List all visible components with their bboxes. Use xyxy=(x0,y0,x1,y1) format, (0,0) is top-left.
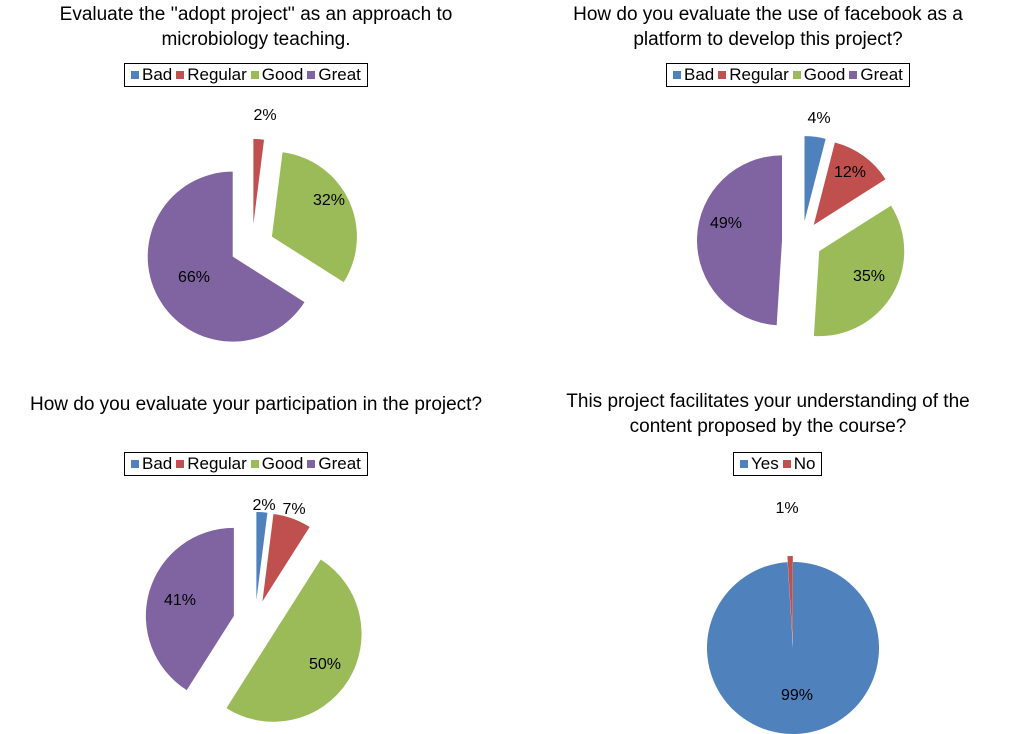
data-label-no: 1% xyxy=(775,500,798,517)
data-label-regular: 7% xyxy=(282,501,305,518)
pie-slice-good xyxy=(813,205,905,337)
chart-panel-adopt-project: Evaluate the ''adopt project'' as an app… xyxy=(0,0,512,367)
legend-label: Bad xyxy=(142,65,173,84)
legend-swatch xyxy=(740,460,748,468)
data-label-bad: 2% xyxy=(252,497,275,514)
legend-item-great: Great xyxy=(307,65,361,85)
legend-swatch xyxy=(792,71,801,79)
legend-swatch xyxy=(250,71,259,79)
data-label-great: 66% xyxy=(178,269,210,286)
legend-label: Good xyxy=(261,65,304,84)
chart-title: How do you evaluate your participation i… xyxy=(29,394,483,415)
legend-label: Great xyxy=(860,65,903,84)
data-label-great: 41% xyxy=(164,592,196,609)
chart-title: How do you evaluate the use of facebook … xyxy=(573,4,963,50)
legend-item-regular: Regular xyxy=(176,454,247,474)
legend-swatch xyxy=(250,460,259,468)
data-label-bad: 4% xyxy=(807,110,830,127)
pie-slice-regular xyxy=(253,139,265,225)
legend-item-regular: Regular xyxy=(718,65,789,85)
legend-label: Yes xyxy=(751,454,779,473)
legend-label: Regular xyxy=(187,65,247,84)
chart-legend: Bad Regular Good Great xyxy=(666,63,910,87)
data-label-great: 49% xyxy=(710,215,742,232)
data-label-regular: 2% xyxy=(253,107,276,124)
chart-title: Evaluate the ''adopt project'' as an app… xyxy=(59,4,453,50)
pie-slice-great xyxy=(697,155,783,326)
legend-label: Good xyxy=(803,65,846,84)
chart-title: This project facilitates your understand… xyxy=(566,391,970,437)
legend-swatch xyxy=(673,71,681,79)
legend-item-no: No xyxy=(782,454,816,474)
legend-item-bad: Bad xyxy=(131,65,172,85)
legend-item-bad: Bad xyxy=(673,65,714,85)
legend-item-great: Great xyxy=(849,65,903,85)
pie-slice-good xyxy=(271,152,357,283)
chart-panel-facebook-platform: How do you evaluate the use of facebook … xyxy=(512,0,1024,367)
pie-slice-bad xyxy=(804,136,826,222)
legend-item-good: Good xyxy=(250,454,304,474)
pie-slice-regular xyxy=(262,513,310,602)
pie-slice-no xyxy=(787,556,793,643)
pie-chart: 2% 32% 66% xyxy=(147,107,357,342)
legend-swatch xyxy=(782,460,791,468)
pie-slice-bad xyxy=(256,512,268,601)
legend-swatch xyxy=(307,71,316,79)
legend-label: Bad xyxy=(142,454,173,473)
legend-swatch xyxy=(131,460,139,468)
legend-swatch xyxy=(176,460,185,468)
legend-swatch xyxy=(718,71,727,79)
legend-swatch xyxy=(131,71,139,79)
legend-item-regular: Regular xyxy=(176,65,247,85)
legend-item-yes: Yes xyxy=(740,454,779,474)
pie-slice-yes xyxy=(707,562,880,734)
legend-label: Regular xyxy=(729,65,789,84)
legend-label: Good xyxy=(261,454,304,473)
pie-chart: 2% 7% 50% 41% xyxy=(145,497,362,722)
chart-legend: Bad Regular Good Great xyxy=(124,63,368,87)
data-label-good: 50% xyxy=(309,656,341,673)
pie-slice-great xyxy=(145,527,234,691)
legend-item-good: Good xyxy=(792,65,846,85)
data-label-good: 35% xyxy=(853,268,885,285)
legend-item-bad: Bad xyxy=(131,454,172,474)
legend-swatch xyxy=(849,71,858,79)
chart-legend: Bad Regular Good Great xyxy=(124,452,368,476)
pie-slice-great xyxy=(147,171,305,342)
chart-legend: Yes No xyxy=(733,452,823,476)
legend-label: Great xyxy=(318,454,361,473)
data-label-good: 32% xyxy=(313,192,345,209)
legend-item-good: Good xyxy=(250,65,304,85)
legend-label: Regular xyxy=(187,454,247,473)
legend-label: Bad xyxy=(684,65,715,84)
data-label-yes: 99% xyxy=(781,687,813,704)
legend-item-great: Great xyxy=(307,454,361,474)
chart-panel-participation: How do you evaluate your participation i… xyxy=(0,367,512,734)
pie-slice-good xyxy=(226,559,362,722)
data-label-regular: 12% xyxy=(834,164,866,181)
pie-slice-regular xyxy=(813,142,886,225)
legend-label: No xyxy=(793,454,816,473)
chart-panel-understanding: This project facilitates your understand… xyxy=(512,367,1024,734)
pie-chart: 4% 12% 35% 49% xyxy=(697,110,905,337)
pie-chart: 99% 1% xyxy=(707,500,880,734)
legend-swatch xyxy=(307,460,316,468)
legend-swatch xyxy=(176,71,185,79)
legend-label: Great xyxy=(318,65,361,84)
